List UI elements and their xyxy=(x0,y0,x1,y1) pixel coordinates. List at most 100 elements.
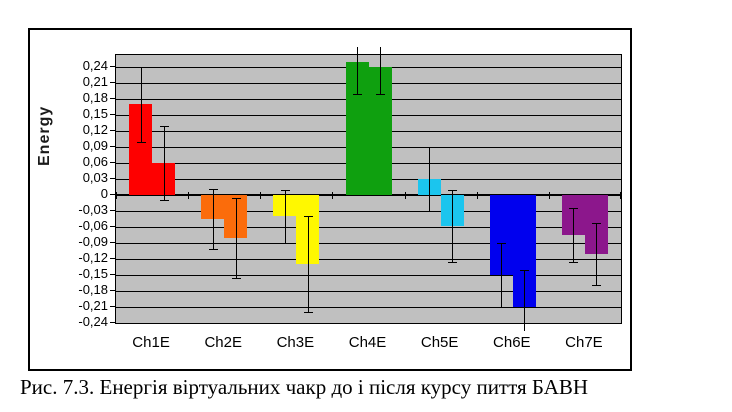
error-bar-cap xyxy=(448,189,457,191)
x-category-label: Ch4E xyxy=(348,334,387,351)
error-bar-cap xyxy=(232,277,241,279)
x-axis-tick xyxy=(549,192,550,199)
bar-ch2e-series_2 xyxy=(224,195,248,238)
error-bar-cap xyxy=(304,312,313,314)
x-axis-tick xyxy=(405,192,406,199)
error-bar-cap xyxy=(448,262,457,264)
x-category-label: Ch3E xyxy=(276,334,315,351)
x-axis-tick xyxy=(620,192,621,199)
error-bar xyxy=(357,47,358,94)
y-tick-label: 0,21 xyxy=(82,74,108,89)
error-bar xyxy=(236,197,237,278)
error-bar xyxy=(596,222,597,285)
error-bar-cap xyxy=(281,189,290,191)
y-tick-mark xyxy=(110,178,115,179)
x-axis-zero-line xyxy=(116,194,621,196)
error-bar-cap xyxy=(569,208,578,210)
bar-ch6e-series_1 xyxy=(489,195,513,275)
x-axis-tick xyxy=(332,192,333,199)
y-tick-label: 0,12 xyxy=(82,122,108,137)
bar-ch4e-series_2 xyxy=(368,67,392,195)
error-bar-cap xyxy=(497,307,506,308)
error-bar-cap xyxy=(569,261,578,263)
y-tick-mark xyxy=(110,66,115,67)
bar-ch1e-series_1 xyxy=(129,104,153,195)
bar-ch3e-series_1 xyxy=(273,195,297,217)
x-axis-tick xyxy=(188,192,189,199)
y-tick-mark xyxy=(110,82,115,83)
y-tick-mark xyxy=(110,322,115,323)
y-tick-label: -0,06 xyxy=(78,218,108,233)
y-tick-label: -0,15 xyxy=(78,266,108,281)
error-bar xyxy=(285,189,286,243)
y-tick-mark xyxy=(110,114,115,115)
error-bar-cap xyxy=(160,125,169,127)
y-tick-mark xyxy=(110,210,115,211)
y-tick-label: 0,18 xyxy=(82,90,108,105)
y-tick-label: 0,03 xyxy=(82,170,108,185)
error-bar-cap xyxy=(497,243,506,244)
x-category-label: Ch7E xyxy=(565,334,603,351)
error-bar xyxy=(524,269,525,331)
y-tick-mark xyxy=(110,162,115,163)
gridline xyxy=(116,275,621,276)
gridline xyxy=(116,243,621,244)
gridline xyxy=(116,227,621,228)
error-bar-cap xyxy=(376,93,385,95)
error-bar-layer xyxy=(116,47,621,331)
x-axis-tick xyxy=(116,192,117,199)
error-bar-cap xyxy=(425,211,434,212)
gridline xyxy=(116,323,621,324)
x-axis-tick xyxy=(477,192,478,199)
error-bar-cap xyxy=(304,216,313,218)
y-tick-mark xyxy=(110,258,115,259)
x-category-label: Ch1E xyxy=(132,334,170,351)
error-bar-cap xyxy=(137,141,146,143)
y-tick-mark xyxy=(110,194,115,195)
y-tick-mark xyxy=(110,242,115,243)
gridline xyxy=(116,307,621,308)
x-category-label: Ch5E xyxy=(420,334,459,351)
y-tick-label: 0 xyxy=(100,186,108,201)
error-bar xyxy=(501,243,502,307)
error-bar-cap xyxy=(592,222,601,224)
chart-frame: Energy 0,24 0,21 0,18 0,15 0,12 0,09 0,06 0,03 0… xyxy=(28,28,632,371)
y-tick-label: 0,09 xyxy=(82,138,108,153)
error-bar-cap xyxy=(425,147,434,148)
error-bar xyxy=(164,125,165,201)
bar-ch1e-series_2 xyxy=(152,163,176,195)
y-tick-label: -0,18 xyxy=(78,282,108,297)
bar-ch4e-series_1 xyxy=(345,61,369,195)
error-bar-cap xyxy=(281,243,290,244)
error-bar-cap xyxy=(209,189,218,191)
bar-ch2e-series_1 xyxy=(201,195,225,219)
y-tick-label: -0,21 xyxy=(78,298,108,313)
error-bar xyxy=(141,67,142,142)
error-bar-cap xyxy=(232,197,241,199)
error-bar-cap xyxy=(209,248,218,250)
y-tick-mark xyxy=(110,274,115,275)
error-bar xyxy=(429,147,430,211)
y-tick-label: -0,24 xyxy=(78,314,108,329)
error-bar xyxy=(380,47,381,94)
error-bar xyxy=(573,208,574,262)
gridline xyxy=(116,291,621,292)
y-tick-label: -0,03 xyxy=(78,202,108,217)
bar-ch3e-series_2 xyxy=(296,195,320,265)
y-tick-mark xyxy=(110,98,115,99)
y-tick-mark xyxy=(110,130,115,131)
error-bar-cap xyxy=(160,200,169,202)
error-bar xyxy=(452,189,453,263)
bar-ch6e-series_2 xyxy=(512,195,536,307)
error-bar-cap xyxy=(592,284,601,286)
y-tick-label: -0,12 xyxy=(78,250,108,265)
x-category-label: Ch6E xyxy=(493,334,531,351)
error-bar xyxy=(213,189,214,249)
error-bar-cap xyxy=(137,67,146,68)
y-tick-label: 0,15 xyxy=(82,106,108,121)
plot-area xyxy=(115,47,622,331)
x-axis-tick xyxy=(260,192,261,199)
y-tick-mark xyxy=(110,226,115,227)
x-category-label: Ch2E xyxy=(204,334,242,351)
